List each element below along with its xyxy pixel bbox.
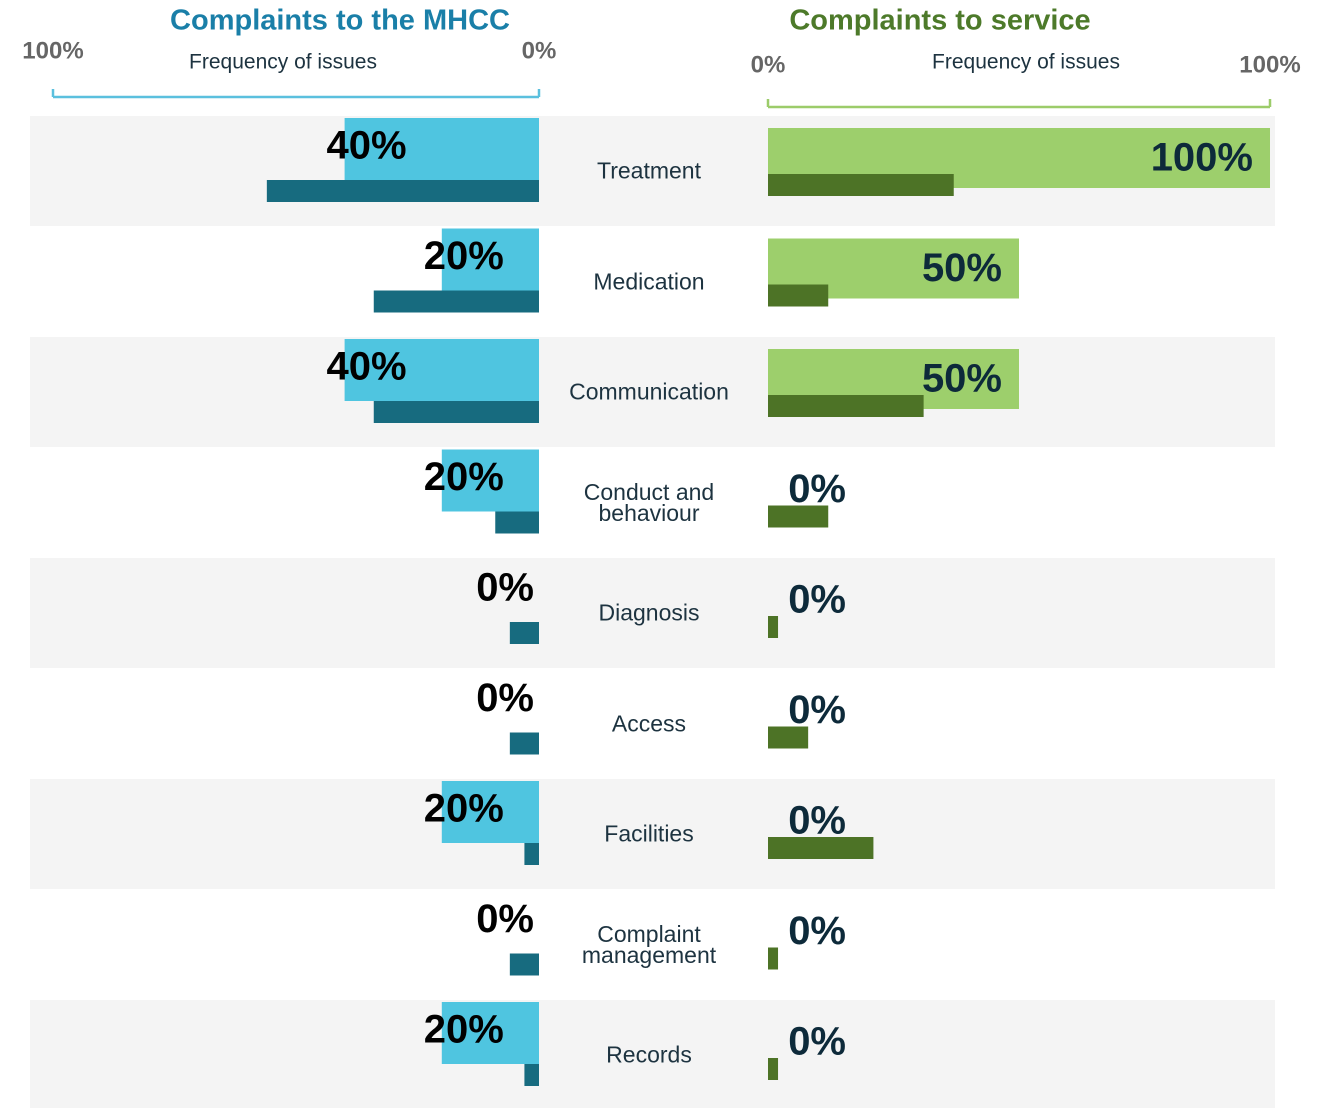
value-label: 40% [327,124,407,168]
category-label: Complaint management [581,920,717,968]
bar [344,118,539,180]
category-label: Medication [593,268,705,294]
bar [768,947,779,970]
bar [768,395,924,417]
bar [373,401,539,423]
category-label: Facilities [604,820,694,847]
category-label: Diagnosis [598,599,700,626]
bar [509,732,539,755]
bar [509,622,539,644]
value-label: 100% [1151,136,1253,180]
value-label: 0% [476,897,534,941]
bar [344,339,539,401]
bar [768,284,829,307]
value-label: 0% [476,566,534,610]
axis-label: Frequency of issues [189,51,377,74]
value-label: 20% [424,234,504,278]
axis-label: Frequency of issues [932,51,1120,74]
bar [524,843,539,865]
row-band [30,337,1275,447]
category-label: Conduct and behaviour [583,478,715,526]
value-label: 0% [788,799,846,843]
chart-title: Complaints to the MHCC [170,5,510,37]
value-label: 20% [424,455,504,499]
value-label: 0% [476,676,534,720]
x-tick-label: 100% [1239,51,1300,78]
row-band [30,779,1275,889]
value-label: 40% [327,345,407,389]
value-label: 0% [788,688,846,732]
chart-title: Complaints to service [789,5,1090,37]
bar [768,726,809,749]
row-band [30,558,1275,668]
bar [768,505,829,528]
bar [768,174,954,196]
value-label: 50% [922,357,1002,401]
value-label: 0% [788,1020,846,1064]
bar [768,616,779,638]
row-band [30,1000,1275,1108]
value-label: 50% [922,246,1002,290]
bar [768,837,874,859]
x-tick-label: 0% [522,37,557,64]
value-label: 0% [788,909,846,953]
category-label: Access [611,710,687,736]
bar [441,781,539,843]
bar [495,511,539,534]
bar [441,1002,539,1064]
category-label: Treatment [597,157,701,184]
value-label: 0% [788,578,846,622]
value-label: 20% [424,787,504,831]
bar [509,953,539,976]
bar [441,228,539,291]
value-label: 20% [424,1008,504,1052]
bar [266,180,539,202]
bar [441,449,539,512]
x-tick-label: 100% [22,37,83,64]
category-label: Communication [569,378,729,405]
x-tick-label: 0% [751,51,786,78]
category-label: Records [606,1041,692,1068]
value-label: 0% [788,467,846,511]
bar [524,1064,539,1086]
bar [373,290,539,313]
bar [768,1058,779,1080]
